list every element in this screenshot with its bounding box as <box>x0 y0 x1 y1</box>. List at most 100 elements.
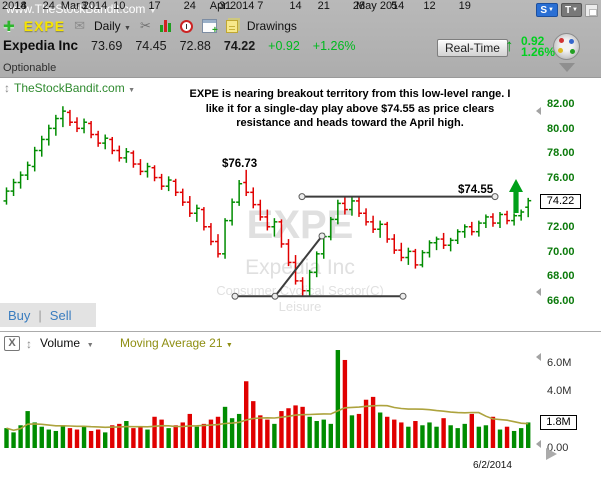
site-title: www.TheStockBandit.com <box>6 2 146 16</box>
close-volume-button[interactable]: X <box>4 336 20 351</box>
volume-bar <box>504 426 510 448</box>
volume-bar <box>244 381 249 448</box>
drawing-handle[interactable] <box>399 292 407 300</box>
axis-scroll-up-icon[interactable] <box>536 107 541 115</box>
date-tick-label: 18 <box>14 0 27 12</box>
volume-pane-header: X ↕ Volume ▼ Moving Average 21 ▼ <box>0 331 601 355</box>
volume-bar <box>103 432 108 448</box>
chart-header-dropdown[interactable]: ↕ TheStockBandit.com ▼ <box>4 81 135 95</box>
watermark-industry: Leisure <box>278 299 322 314</box>
price-tick-label: 72.00 <box>547 221 575 233</box>
volume-bar <box>434 426 439 448</box>
drawings-menu[interactable]: Drawings <box>246 19 297 33</box>
volume-dropdown[interactable]: Volume ▼ <box>40 336 94 350</box>
date-tick-label: 10 <box>113 0 126 12</box>
axis-scroll-up-icon[interactable] <box>536 353 541 361</box>
tools-button-label: T <box>564 4 572 16</box>
drawing-handle[interactable] <box>271 292 279 300</box>
volume-bar <box>469 413 474 448</box>
drawing-handle[interactable] <box>298 193 306 201</box>
tools-menu-button[interactable]: T ▼ <box>560 3 582 17</box>
volume-bar <box>201 423 207 448</box>
timeframe-label: Daily <box>94 19 121 33</box>
sell-button[interactable]: Sell <box>49 307 72 323</box>
quote-high: 74.45 <box>135 39 167 53</box>
volume-bar <box>427 422 432 448</box>
realtime-button[interactable]: Real-Time <box>437 39 508 57</box>
date-tick-label: 31 <box>218 0 232 12</box>
volume-bar <box>483 425 489 448</box>
chevron-down-icon: ▼ <box>86 342 94 349</box>
volume-bar <box>67 428 73 448</box>
price-tick-label: 70.00 <box>547 245 575 258</box>
symbol-label[interactable]: EXPE <box>23 18 66 34</box>
notes-icon[interactable] <box>225 19 238 33</box>
volume-bar <box>441 418 446 448</box>
drawing-handle[interactable] <box>318 232 326 240</box>
volume-bar <box>32 422 37 448</box>
volume-bar <box>88 430 94 448</box>
last-date-label: 6/2/2014 <box>473 460 512 471</box>
scroll-right-icon[interactable] <box>546 448 557 460</box>
volume-bar <box>236 413 242 448</box>
date-tick-label: 5 <box>391 0 398 12</box>
volume-bar <box>293 405 298 448</box>
updown-arrow-icon[interactable]: ↕ <box>26 337 32 351</box>
trendline[interactable] <box>274 235 323 297</box>
calendar-icon[interactable] <box>201 19 218 36</box>
volume-bar <box>342 359 348 448</box>
chart-style-icon[interactable] <box>159 20 171 32</box>
site-title-dropdown[interactable]: www.TheStockBandit.com ▼ <box>6 2 156 16</box>
volume-bar <box>11 432 16 448</box>
date-tick-label: 14 <box>289 0 302 12</box>
volume-bar <box>272 423 277 448</box>
alerts-icon[interactable] <box>179 19 193 33</box>
volume-bar <box>229 418 235 448</box>
style-button-label: S <box>540 4 547 16</box>
style-menu-button[interactable]: S ▼ <box>536 3 558 17</box>
company-name: Expedia Inc <box>3 38 79 53</box>
chart-tools-icon[interactable]: ✂ <box>139 18 151 33</box>
chart-annotation-text[interactable]: EXPE is nearing breakout territory from … <box>189 88 511 130</box>
quote-change-pct: +1.26% <box>312 39 356 53</box>
share-icon[interactable]: ✉ <box>74 18 85 33</box>
last-volume-box: 1.8M <box>540 415 577 430</box>
volume-bar <box>173 425 178 448</box>
timeframe-dropdown[interactable]: Daily ▼ <box>94 19 131 33</box>
volume-bar <box>392 419 397 448</box>
axis-scroll-down-icon[interactable] <box>536 440 541 448</box>
collapse-toolbar-icon[interactable] <box>559 63 575 72</box>
april-high-label[interactable]: $76.73 <box>222 158 258 170</box>
price-tick-label: 68.00 <box>547 270 575 283</box>
side-change-value: 0.92 <box>521 34 545 48</box>
volume-bar <box>413 421 418 448</box>
moving-average-dropdown[interactable]: Moving Average 21 ▼ <box>120 336 233 350</box>
drawing-handle[interactable] <box>231 292 239 300</box>
date-tick-label: 19 <box>458 0 471 12</box>
add-symbol-icon[interactable]: ✚ <box>3 17 15 34</box>
chevron-down-icon: ▼ <box>128 87 135 94</box>
moving-average-label: Moving Average 21 <box>120 336 223 350</box>
volume-bar <box>286 408 291 448</box>
date-tick-label: 12 <box>423 0 436 12</box>
breakout-price-label[interactable]: $74.55 <box>458 184 494 196</box>
buy-button[interactable]: Buy <box>8 307 31 323</box>
date-tick-label: 3 <box>80 0 88 12</box>
breakout-arrow-icon[interactable] <box>509 179 523 213</box>
volume-bar <box>448 425 453 448</box>
volume-bar <box>370 396 376 448</box>
volume-bar <box>328 423 333 448</box>
price-tick-label: 78.00 <box>547 147 575 160</box>
quote-open: 73.69 <box>91 39 123 53</box>
chevron-down-icon: ▼ <box>547 7 554 13</box>
chevron-down-icon: ▼ <box>572 7 578 13</box>
volume-bar <box>194 426 200 448</box>
side-change: 0.92 1.26% <box>521 34 555 58</box>
quote-change: +0.92 <box>268 39 300 53</box>
axis-scroll-down-icon[interactable] <box>536 288 541 296</box>
date-tick-label: 17 <box>148 0 161 12</box>
volume-bar <box>377 412 383 448</box>
palette-icon[interactable] <box>553 33 580 60</box>
date-tick-label: 28 <box>352 0 366 12</box>
save-icon[interactable] <box>585 3 598 17</box>
